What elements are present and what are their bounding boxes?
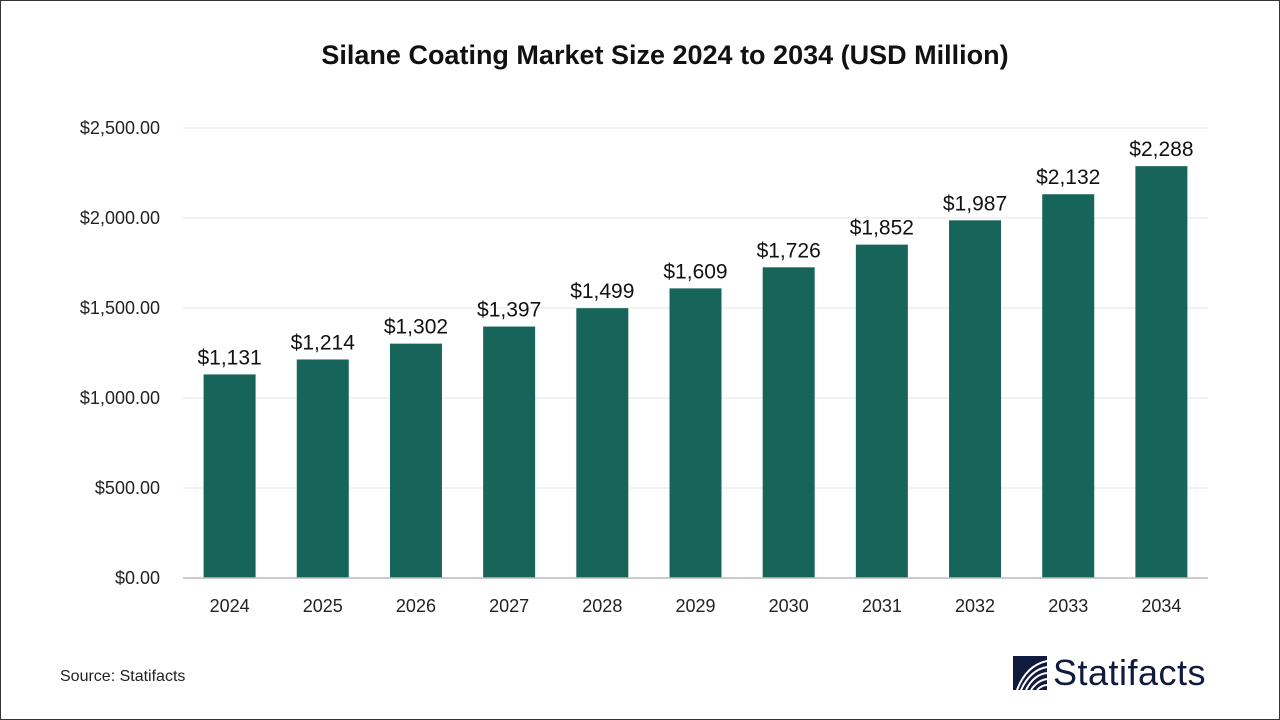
y-tick-label: $1,000.00 [80, 388, 160, 408]
source-note: Source: Statifacts [60, 668, 186, 685]
data-label: $1,726 [757, 239, 821, 262]
x-tick-label: 2029 [675, 596, 715, 616]
y-tick-label: $1,500.00 [80, 298, 160, 318]
bar-2026 [389, 343, 442, 578]
data-label: $1,131 [197, 346, 261, 369]
x-tick-label: 2031 [862, 596, 902, 616]
x-tick-label: 2030 [769, 596, 809, 616]
bar-2024 [203, 374, 256, 578]
data-label: $2,288 [1129, 138, 1193, 161]
bar-2033 [1042, 194, 1095, 579]
x-tick-label: 2027 [489, 596, 529, 616]
bar-2029 [669, 288, 722, 578]
bar-2028 [576, 308, 629, 578]
bar-2032 [949, 220, 1002, 578]
data-label: $1,852 [850, 217, 914, 240]
y-tick-label: $2,000.00 [80, 208, 160, 228]
x-tick-label: 2028 [582, 596, 622, 616]
y-tick-label: $0.00 [115, 568, 160, 588]
data-label: $1,499 [570, 280, 634, 303]
x-tick-label: 2026 [396, 596, 436, 616]
statifacts-logo: Statifacts [1013, 652, 1206, 694]
statifacts-logo-icon [1013, 656, 1047, 690]
logo-text: Statifacts [1053, 652, 1207, 693]
x-tick-label: 2033 [1048, 596, 1088, 616]
x-tick-label: 2024 [210, 596, 250, 616]
bar-2034 [1135, 166, 1188, 578]
data-label: $1,397 [477, 299, 541, 322]
y-tick-label: $2,500.00 [80, 118, 160, 138]
data-label: $2,132 [1036, 166, 1100, 189]
bar-2027 [483, 326, 536, 578]
x-tick-label: 2032 [955, 596, 995, 616]
data-label: $1,609 [663, 260, 727, 283]
x-tick-label: 2034 [1141, 596, 1181, 616]
chart-title: Silane Coating Market Size 2024 to 2034 … [321, 40, 1009, 70]
bar-2031 [855, 244, 908, 578]
data-label: $1,214 [291, 331, 356, 354]
bar-2030 [762, 267, 815, 578]
x-tick-label: 2025 [303, 596, 343, 616]
data-label: $1,302 [384, 316, 448, 339]
data-label: $1,987 [943, 192, 1007, 215]
bar-2025 [296, 359, 349, 578]
y-tick-label: $500.00 [95, 478, 160, 498]
